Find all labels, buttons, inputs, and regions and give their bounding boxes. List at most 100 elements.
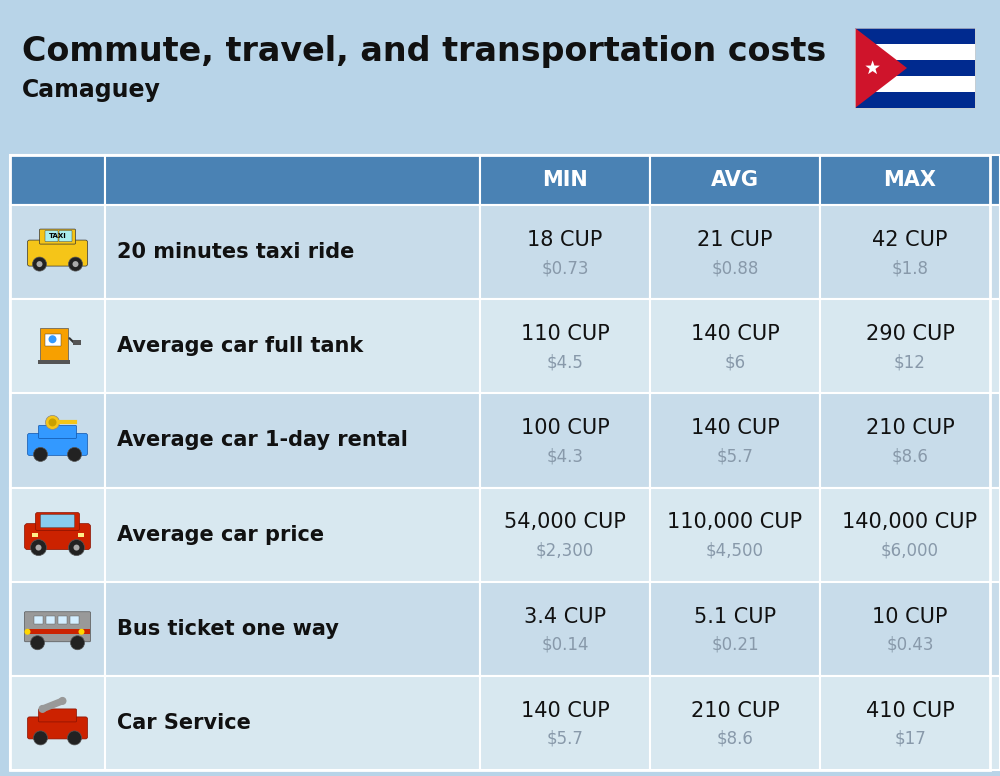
Circle shape	[34, 731, 48, 745]
Bar	[72, 340, 80, 345]
Text: 42 CUP: 42 CUP	[872, 230, 948, 250]
Text: TAXI: TAXI	[49, 233, 66, 239]
Text: 18 CUP: 18 CUP	[527, 230, 603, 250]
Bar	[855, 44, 975, 60]
Text: $4.3: $4.3	[546, 448, 584, 466]
Text: Average car full tank: Average car full tank	[117, 336, 363, 356]
Bar	[820, 582, 1000, 676]
Text: $5.7: $5.7	[547, 730, 583, 748]
FancyBboxPatch shape	[28, 434, 88, 456]
Bar	[32, 532, 38, 536]
FancyBboxPatch shape	[38, 425, 76, 438]
Bar	[650, 582, 820, 676]
FancyBboxPatch shape	[36, 513, 80, 531]
Bar	[820, 205, 1000, 300]
Text: $1.8: $1.8	[892, 259, 928, 277]
Text: $8.6: $8.6	[892, 448, 928, 466]
Text: $0.14: $0.14	[541, 636, 589, 653]
Circle shape	[34, 448, 48, 462]
FancyBboxPatch shape	[38, 709, 76, 722]
Bar	[820, 676, 1000, 770]
Bar	[105, 393, 480, 487]
Bar	[855, 92, 975, 108]
Text: MAX: MAX	[884, 170, 936, 190]
Text: MIN: MIN	[542, 170, 588, 190]
FancyBboxPatch shape	[40, 229, 76, 244]
Text: 21 CUP: 21 CUP	[697, 230, 773, 250]
Bar	[26, 629, 90, 634]
Circle shape	[48, 335, 56, 343]
Text: $6: $6	[724, 353, 746, 371]
Text: 110,000 CUP: 110,000 CUP	[667, 512, 803, 532]
Text: AVG: AVG	[711, 170, 759, 190]
Polygon shape	[855, 28, 907, 108]
Bar	[58, 615, 66, 624]
Text: $4.5: $4.5	[547, 353, 583, 371]
Text: $17: $17	[894, 730, 926, 748]
Text: 210 CUP: 210 CUP	[866, 418, 954, 438]
Text: 54,000 CUP: 54,000 CUP	[504, 512, 626, 532]
Text: Car Service: Car Service	[117, 713, 251, 733]
Text: Bus ticket one way: Bus ticket one way	[117, 618, 339, 639]
Bar	[855, 76, 975, 92]
Bar	[105, 582, 480, 676]
Text: 140 CUP: 140 CUP	[691, 324, 779, 344]
Bar	[480, 205, 650, 300]
Text: $8.6: $8.6	[717, 730, 753, 748]
Circle shape	[30, 636, 44, 650]
Bar	[480, 393, 650, 487]
FancyBboxPatch shape	[28, 240, 88, 266]
Bar	[10, 155, 990, 770]
Bar	[650, 393, 820, 487]
FancyBboxPatch shape	[40, 514, 74, 528]
Bar	[10, 205, 105, 300]
Bar	[10, 393, 105, 487]
FancyBboxPatch shape	[28, 717, 88, 739]
Bar	[480, 487, 650, 582]
Bar	[820, 487, 1000, 582]
Text: $2,300: $2,300	[536, 542, 594, 559]
Bar	[105, 205, 480, 300]
Circle shape	[32, 257, 46, 271]
Text: $12: $12	[894, 353, 926, 371]
Bar	[70, 615, 78, 624]
Text: 20 minutes taxi ride: 20 minutes taxi ride	[117, 242, 354, 262]
Bar	[855, 60, 975, 76]
Circle shape	[48, 418, 56, 427]
Text: $0.21: $0.21	[711, 636, 759, 653]
Bar	[105, 676, 480, 770]
Circle shape	[38, 705, 46, 713]
Bar	[480, 300, 650, 393]
Bar	[10, 300, 105, 393]
Circle shape	[36, 545, 42, 551]
Text: 210 CUP: 210 CUP	[691, 701, 779, 721]
Bar	[38, 360, 70, 364]
Text: 140,000 CUP: 140,000 CUP	[842, 512, 978, 532]
Text: 10 CUP: 10 CUP	[872, 607, 948, 626]
Text: 110 CUP: 110 CUP	[521, 324, 609, 344]
Text: $0.88: $0.88	[711, 259, 759, 277]
Bar	[78, 532, 84, 536]
Bar	[44, 334, 60, 346]
Bar	[650, 487, 820, 582]
Circle shape	[68, 731, 82, 745]
Circle shape	[68, 539, 84, 556]
Text: Commute, travel, and transportation costs: Commute, travel, and transportation cost…	[22, 36, 826, 68]
Text: 3.4 CUP: 3.4 CUP	[524, 607, 606, 626]
Text: Average car 1-day rental: Average car 1-day rental	[117, 431, 408, 450]
Text: 410 CUP: 410 CUP	[866, 701, 954, 721]
Text: $0.43: $0.43	[886, 636, 934, 653]
Circle shape	[24, 629, 30, 635]
Bar	[46, 615, 54, 624]
Polygon shape	[865, 61, 880, 74]
Text: 140 CUP: 140 CUP	[691, 418, 779, 438]
Circle shape	[74, 545, 80, 551]
Bar	[105, 155, 480, 205]
Text: 290 CUP: 290 CUP	[866, 324, 954, 344]
Bar	[650, 205, 820, 300]
Bar	[820, 155, 1000, 205]
Text: Average car price: Average car price	[117, 525, 324, 545]
Bar	[40, 328, 68, 360]
FancyBboxPatch shape	[24, 524, 90, 549]
Text: $4,500: $4,500	[706, 542, 764, 559]
